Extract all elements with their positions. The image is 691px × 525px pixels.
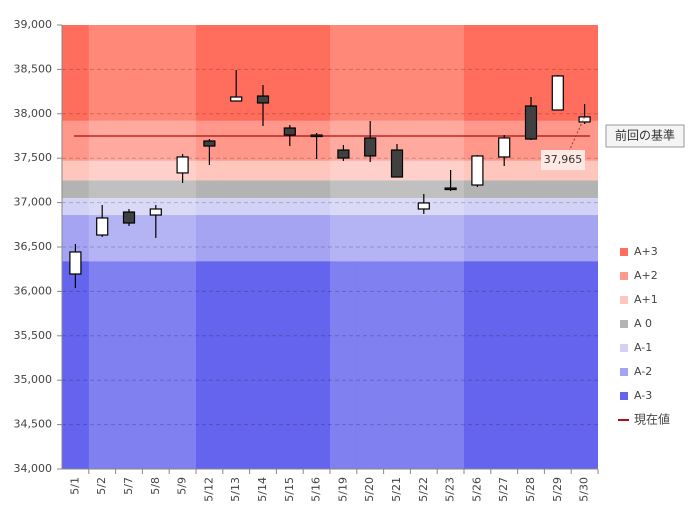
last-label-box [541, 150, 585, 170]
zone [62, 198, 598, 216]
y-tick-label: 35,000 [14, 373, 53, 386]
candle-body [524, 105, 538, 140]
y-tick-label: 37,500 [14, 151, 53, 164]
x-tick-label: 5/26 [470, 477, 483, 502]
last-label: 37,965 [544, 153, 583, 166]
legend-label: A-2 [634, 365, 652, 378]
candle-body [310, 134, 323, 138]
candle-body [417, 202, 430, 210]
candle-body [498, 137, 511, 158]
x-tick-label: 5/12 [202, 477, 215, 502]
legend-label: A-1 [634, 341, 652, 354]
zone [62, 160, 598, 181]
candle-body [230, 96, 243, 102]
x-tick-label: 5/21 [390, 477, 403, 502]
candle-body [96, 217, 109, 236]
candle-body [69, 251, 82, 275]
legend-swatch [620, 272, 628, 280]
legend-swatch [620, 320, 628, 328]
legend-swatch [620, 368, 628, 376]
column-shade [115, 25, 143, 469]
candle-body [149, 208, 162, 216]
x-tick-label: 5/19 [336, 477, 349, 502]
candle-body [390, 149, 404, 178]
candle-body [256, 95, 270, 104]
zone [62, 215, 598, 262]
x-tick-label: 5/2 [95, 477, 108, 495]
x-tick-label: 5/13 [229, 477, 242, 502]
y-tick-label: 36,500 [14, 240, 53, 253]
x-tick-label: 5/15 [283, 477, 296, 502]
column-shade [142, 25, 170, 469]
x-tick-label: 5/8 [149, 477, 162, 495]
legend-swatch [620, 392, 628, 400]
column-shade [437, 25, 464, 469]
x-tick-label: 5/16 [310, 477, 323, 502]
y-tick-label: 38,000 [14, 107, 53, 120]
y-tick-label: 34,500 [14, 418, 53, 431]
candle-body [176, 156, 189, 174]
y-tick-label: 34,000 [14, 462, 53, 475]
zone [62, 261, 598, 469]
legend-swatch [620, 344, 628, 352]
column-shade [330, 25, 357, 469]
x-tick-label: 5/14 [256, 477, 269, 502]
candle-body [283, 127, 296, 136]
legend-label: A+3 [634, 245, 658, 258]
y-tick-label: 36,000 [14, 284, 53, 297]
x-tick-label: 5/7 [122, 477, 135, 495]
legend-swatch [620, 296, 628, 304]
x-tick-label: 5/9 [176, 477, 189, 495]
column-shade [356, 25, 384, 469]
legend-label: A-3 [634, 389, 652, 402]
candle-body [364, 137, 377, 157]
legend-label: A 0 [634, 317, 652, 330]
column-shade [383, 25, 411, 469]
y-tick-label: 38,500 [14, 62, 53, 75]
candle-body [471, 155, 484, 186]
column-shade [410, 25, 438, 469]
candle-body [122, 211, 136, 224]
annotation: 前回の基準 [615, 128, 675, 143]
x-tick-label: 5/28 [524, 477, 537, 502]
column-shade [169, 25, 196, 469]
y-tick-label: 39,000 [14, 18, 53, 31]
candle-body [444, 187, 457, 191]
column-shade [88, 25, 116, 469]
x-tick-label: 5/27 [497, 477, 510, 502]
zone [62, 180, 598, 199]
legend-swatch [620, 248, 628, 256]
y-tick-label: 35,500 [14, 329, 53, 342]
candle-body [551, 75, 564, 111]
x-tick-label: 5/22 [417, 477, 430, 502]
candle-body [337, 149, 350, 159]
legend-label: A+2 [634, 269, 658, 282]
x-tick-label: 5/30 [578, 477, 591, 502]
annotation-box [605, 124, 685, 148]
legend-label: A+1 [634, 293, 658, 306]
x-tick-label: 5/20 [363, 477, 376, 502]
legend-label: 現在値 [634, 412, 670, 427]
zone [62, 25, 598, 121]
x-tick-label: 5/1 [68, 477, 81, 495]
x-tick-label: 5/23 [444, 477, 457, 502]
candle-body [203, 140, 216, 147]
x-tick-label: 5/29 [551, 477, 564, 502]
y-tick-label: 37,000 [14, 196, 53, 209]
